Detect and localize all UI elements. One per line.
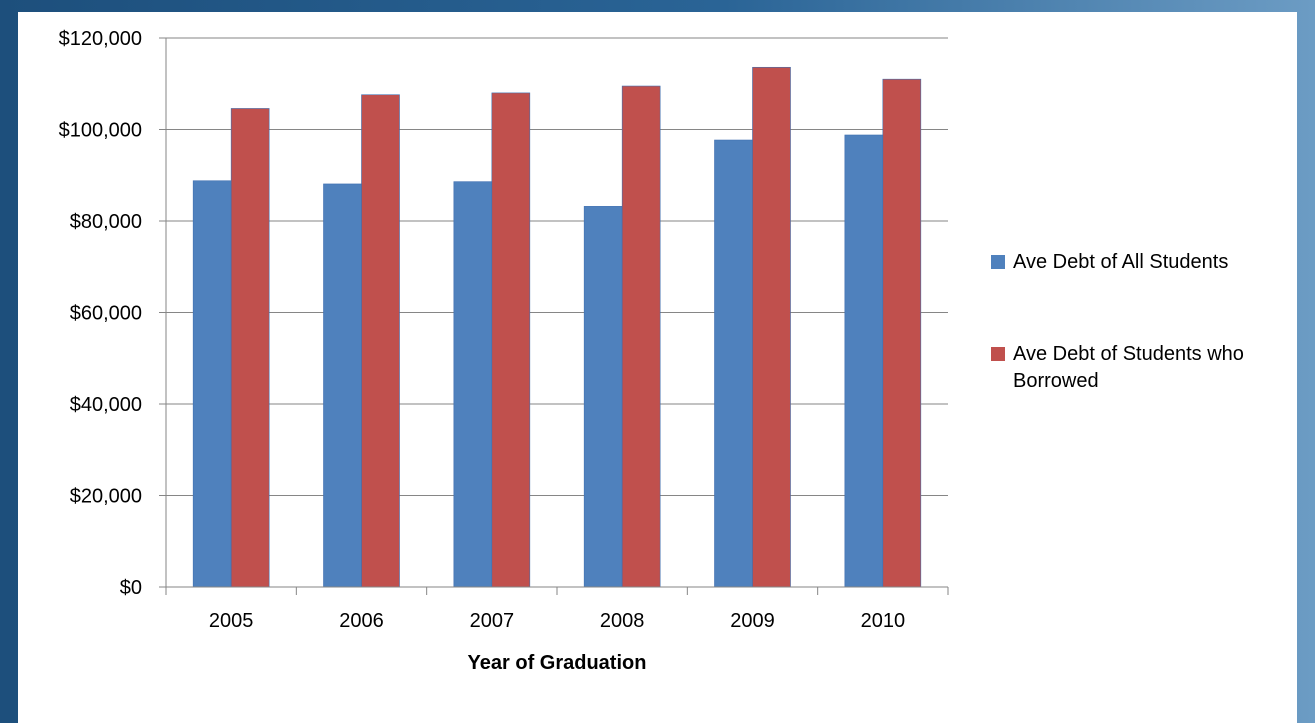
x-tick-label: 2007	[470, 610, 515, 632]
bar-all-students-2005	[192, 180, 232, 588]
x-axis-title: Year of Graduation	[468, 652, 647, 674]
bar-borrowed-2010	[882, 78, 922, 588]
y-tick-label: $80,000	[70, 211, 142, 233]
y-tick-label: $20,000	[70, 486, 142, 508]
legend-label-2: Borrowed	[1013, 370, 1099, 392]
legend-swatch-2	[991, 347, 1005, 361]
bar-all-students-2010	[844, 134, 884, 588]
gridlines	[159, 37, 948, 588]
bars	[192, 66, 922, 588]
legend-swatch-1	[991, 255, 1005, 269]
y-tick-label: $60,000	[70, 303, 142, 325]
y-tick-label: $120,000	[59, 28, 142, 50]
bar-borrowed-2008	[621, 85, 661, 588]
legend: Ave Debt of All Students Ave Debt of Stud…	[991, 251, 1244, 392]
y-tick-label: $100,000	[59, 120, 142, 142]
x-tick-label: 2010	[861, 610, 906, 632]
x-tick-label: 2006	[339, 610, 384, 632]
y-tick-label: $40,000	[70, 394, 142, 416]
y-tick-label: $0	[120, 577, 142, 599]
bar-all-students-2006	[323, 183, 362, 588]
axes	[165, 38, 949, 595]
bar-borrowed-2005	[230, 108, 270, 588]
x-tick-label: 2005	[209, 610, 254, 632]
bar-borrowed-2006	[361, 94, 400, 588]
x-tick-labels: 2005 2006 2007 2008 2009 2010	[209, 610, 905, 632]
bar-borrowed-2009	[752, 66, 791, 588]
bar-all-students-2009	[714, 139, 753, 588]
legend-label-1: Ave Debt of All Students	[1013, 251, 1228, 273]
bar-borrowed-2007	[491, 92, 531, 588]
legend-label-2: Ave Debt of Students who	[1013, 343, 1244, 365]
y-tick-labels: $0 $20,000 $40,000 $60,000 $80,000 $100,000 $1…	[59, 28, 142, 599]
x-tick-label: 2008	[600, 610, 645, 632]
bar-all-students-2007	[453, 181, 493, 588]
x-tick-label: 2009	[730, 610, 775, 632]
bar-all-students-2008	[583, 206, 623, 588]
